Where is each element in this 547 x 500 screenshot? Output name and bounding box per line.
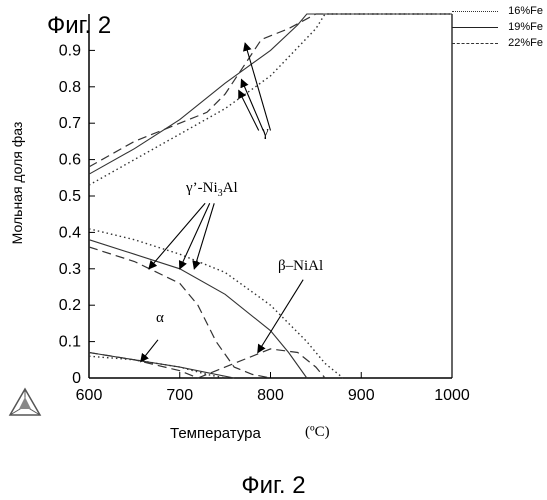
annotation-arrows [141,43,303,362]
axes [89,14,452,378]
annotation-gamma-prime: γ’-Ni3Al [186,180,238,199]
series-line-dotted [89,229,343,378]
legend: 16%Fe 19%Fe 22%Fe [452,5,547,53]
annotation-arrow [241,80,263,131]
annotation-gamma: γ [262,124,269,141]
y-tick-label: 0.5 [59,188,81,205]
y-tick-label: 0.7 [59,115,81,132]
x-tick-label: 1000 [434,387,470,404]
legend-item-16fe: 16%Fe [452,5,547,21]
y-tick-label: 0.6 [59,152,81,169]
x-tick-label: 700 [166,387,193,404]
legend-swatch-dashed [452,43,498,44]
legend-swatch-dotted [452,11,498,12]
legend-label: 16%Fe [508,5,543,17]
y-tick-label: 0 [72,370,81,387]
annotation-arrow [141,340,158,362]
x-tick-label: 900 [348,387,375,404]
series-line-dashed [89,14,452,167]
annotation-beta-nial: β–NiAl [278,258,323,275]
series-line-dashed [89,353,198,379]
figure-label-bottom: Фиг. 2 [0,472,547,500]
legend-item-19fe: 19%Fe [452,21,547,37]
y-axis-label: Мольная доля фаз [9,98,25,268]
legend-label: 19%Fe [508,21,543,33]
y-tick-label: 0.3 [59,261,81,278]
series-line-dotted [89,14,452,185]
y-tick-label: 0.1 [59,334,81,351]
annotation-alpha: α [156,310,164,327]
annotation-arrow [258,280,303,353]
y-tick-label: 0.8 [59,79,81,96]
legend-swatch-solid [452,27,498,28]
x-axis-label: Температура [170,425,261,442]
ticks: 600 700 800 900 1000 0 0.1 0.2 0.3 0.4 0.5 0.6 0.7 0.… [59,42,470,404]
x-tick-label: 600 [76,387,103,404]
y-tick-label: 0.9 [59,42,81,59]
y-tick-label: 0.4 [59,224,81,241]
y-tick-label: 0.2 [59,297,81,314]
annotation-arrow [180,203,210,269]
series-group [89,14,452,378]
series-line-solid [89,14,452,174]
x-tick-label: 800 [257,387,284,404]
legend-label: 22%Fe [508,37,543,49]
x-axis-unit: (ºC) [305,424,330,441]
thermocalc-logo-icon [8,387,42,417]
legend-item-22fe: 22%Fe [452,37,547,53]
series-line-dashed [198,349,325,378]
